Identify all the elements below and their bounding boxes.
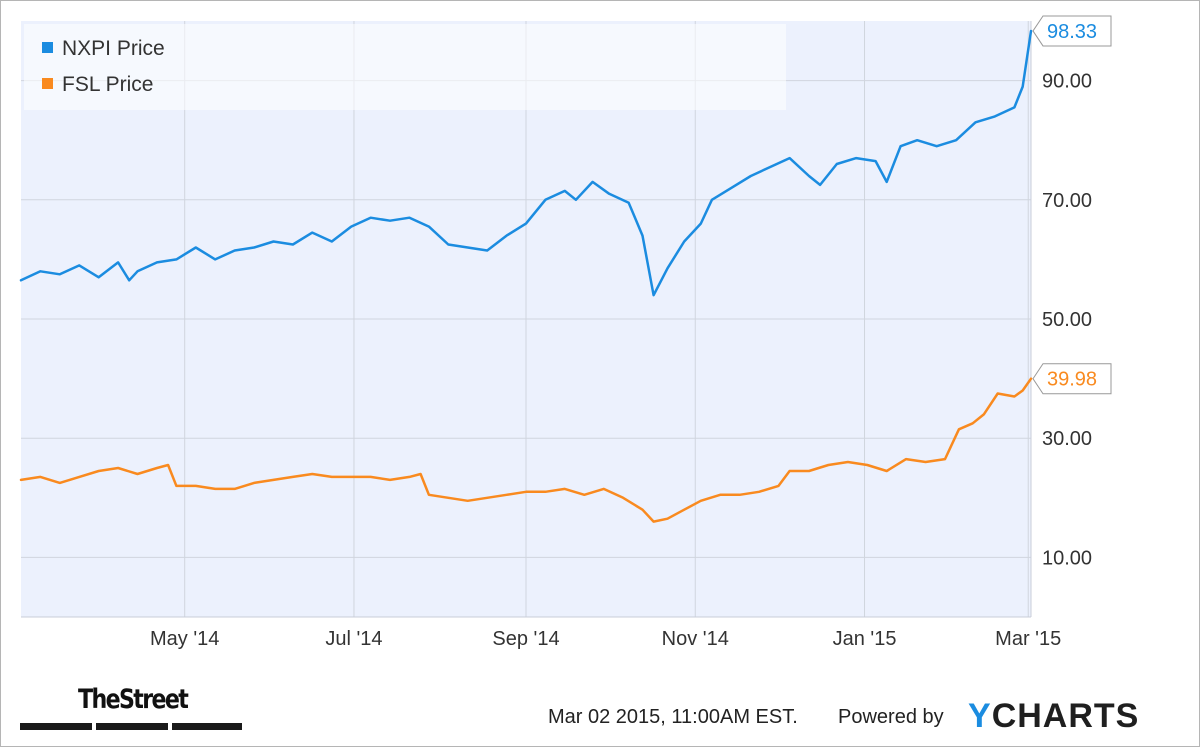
series-layer (19, 29, 1033, 523)
last-value-flag-nxpi (1032, 15, 1112, 47)
legend-label-fsl: FSL Price (62, 73, 153, 96)
legend: NXPI Price FSL Price (24, 24, 786, 110)
x-tick-label: Mar '15 (995, 628, 1061, 650)
series-line-fsl (19, 377, 1033, 523)
last-value-label-fsl: 39.98 (1047, 369, 1097, 391)
x-tick-label: May '14 (150, 628, 219, 650)
x-tick-label: Jan '15 (833, 628, 897, 650)
series-line-nxpi (19, 29, 1033, 297)
x-axis-ticks: May '14 Jul '14 Sep '14 Nov '14 Jan '15 Mar '… (150, 628, 1061, 650)
y-tick-label: 50.00 (1042, 309, 1092, 331)
legend-background (24, 24, 786, 110)
thestreet-logo: TheStreet (78, 684, 189, 715)
x-tick-label: Nov '14 (662, 628, 729, 650)
x-tick-label: Jul '14 (325, 628, 382, 650)
last-value-flag-fsl (1032, 363, 1112, 395)
last-value-label-nxpi: 98.33 (1047, 21, 1097, 43)
x-tick-label: Sep '14 (492, 628, 559, 650)
y-axis-ticks: 10.00 30.00 50.00 70.00 90.00 (1042, 71, 1092, 570)
timestamp-text: Mar 02 2015, 11:00AM EST. (548, 706, 798, 728)
thestreet-logo-bars (20, 723, 242, 731)
x-gridlines (184, 21, 1029, 617)
y-tick-label: 90.00 (1042, 71, 1092, 93)
legend-label-nxpi: NXPI Price (62, 37, 165, 60)
powered-by-text: Powered by (838, 706, 944, 728)
legend-swatch-nxpi (42, 42, 53, 53)
ycharts-logo[interactable]: YCHARTS (968, 697, 1140, 735)
y-tick-label: 30.00 (1042, 428, 1092, 450)
y-tick-label: 10.00 (1042, 547, 1092, 569)
legend-swatch-fsl (42, 78, 53, 89)
y-tick-label: 70.00 (1042, 190, 1092, 212)
last-value-flags: 98.33 39.98 (1032, 15, 1112, 395)
